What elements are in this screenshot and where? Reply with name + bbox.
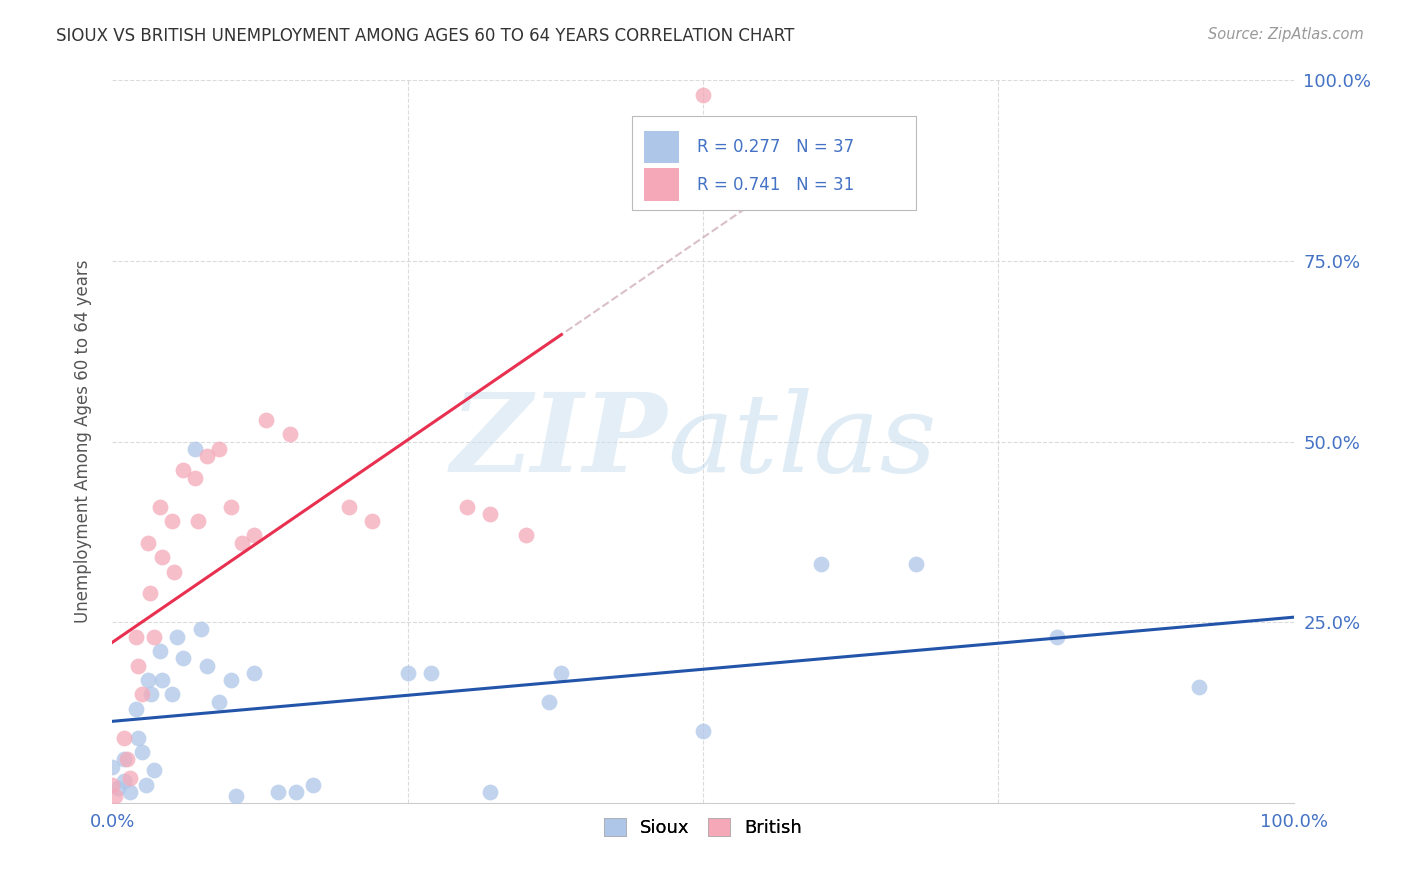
Point <box>172 651 194 665</box>
Point <box>810 558 832 572</box>
Point <box>225 789 247 803</box>
Point <box>163 565 186 579</box>
Point <box>112 731 135 745</box>
Point <box>904 558 927 572</box>
Point <box>112 774 135 789</box>
Point <box>107 781 129 796</box>
Point <box>127 731 149 745</box>
Point <box>208 695 231 709</box>
FancyBboxPatch shape <box>644 169 679 201</box>
Point <box>420 665 443 680</box>
Point <box>692 87 714 102</box>
Legend: Sioux, British: Sioux, British <box>598 811 808 845</box>
Point <box>184 442 207 456</box>
Point <box>231 535 253 549</box>
Point <box>396 665 419 680</box>
Point <box>1188 680 1211 694</box>
Text: R = 0.741   N = 31: R = 0.741 N = 31 <box>697 176 855 194</box>
FancyBboxPatch shape <box>633 117 915 211</box>
Point <box>160 687 183 701</box>
Point <box>136 535 159 549</box>
Point <box>139 586 162 600</box>
Point <box>219 673 242 687</box>
Point <box>135 778 157 792</box>
Point <box>243 528 266 542</box>
Point <box>337 500 360 514</box>
Text: SIOUX VS BRITISH UNEMPLOYMENT AMONG AGES 60 TO 64 YEARS CORRELATION CHART: SIOUX VS BRITISH UNEMPLOYMENT AMONG AGES… <box>56 27 794 45</box>
Point <box>692 723 714 738</box>
Point <box>1046 630 1069 644</box>
Text: Source: ZipAtlas.com: Source: ZipAtlas.com <box>1208 27 1364 42</box>
Point <box>127 658 149 673</box>
Point <box>120 771 142 785</box>
Point <box>190 623 212 637</box>
Point <box>195 449 218 463</box>
Point <box>278 427 301 442</box>
Point <box>142 630 165 644</box>
Point <box>131 687 153 701</box>
Point <box>142 764 165 778</box>
Point <box>361 514 384 528</box>
Point <box>302 778 325 792</box>
Point <box>125 630 148 644</box>
Point <box>479 507 502 521</box>
Point <box>243 665 266 680</box>
Point <box>104 789 127 803</box>
Point <box>166 630 188 644</box>
Text: atlas: atlas <box>668 388 938 495</box>
Point <box>550 665 572 680</box>
Y-axis label: Unemployment Among Ages 60 to 64 years: Unemployment Among Ages 60 to 64 years <box>73 260 91 624</box>
Point <box>131 745 153 759</box>
Point <box>150 550 173 565</box>
Point <box>479 785 502 799</box>
Point <box>172 463 194 477</box>
Point <box>184 470 207 484</box>
Point <box>112 752 135 766</box>
Text: R = 0.277   N = 37: R = 0.277 N = 37 <box>697 138 855 156</box>
Point <box>141 687 163 701</box>
Point <box>101 760 124 774</box>
Point <box>101 778 124 792</box>
Point <box>456 500 478 514</box>
Point <box>120 785 142 799</box>
Point <box>219 500 242 514</box>
Point <box>254 413 277 427</box>
Text: ZIP: ZIP <box>451 388 668 495</box>
Point <box>125 702 148 716</box>
Point <box>160 514 183 528</box>
FancyBboxPatch shape <box>644 131 679 163</box>
Point <box>150 673 173 687</box>
Point <box>267 785 290 799</box>
Point <box>149 644 172 658</box>
Point <box>284 785 307 799</box>
Point <box>149 500 172 514</box>
Point <box>208 442 231 456</box>
Point <box>515 528 537 542</box>
Point <box>186 514 208 528</box>
Point <box>538 695 561 709</box>
Point <box>136 673 159 687</box>
Point <box>115 752 138 766</box>
Point <box>195 658 218 673</box>
